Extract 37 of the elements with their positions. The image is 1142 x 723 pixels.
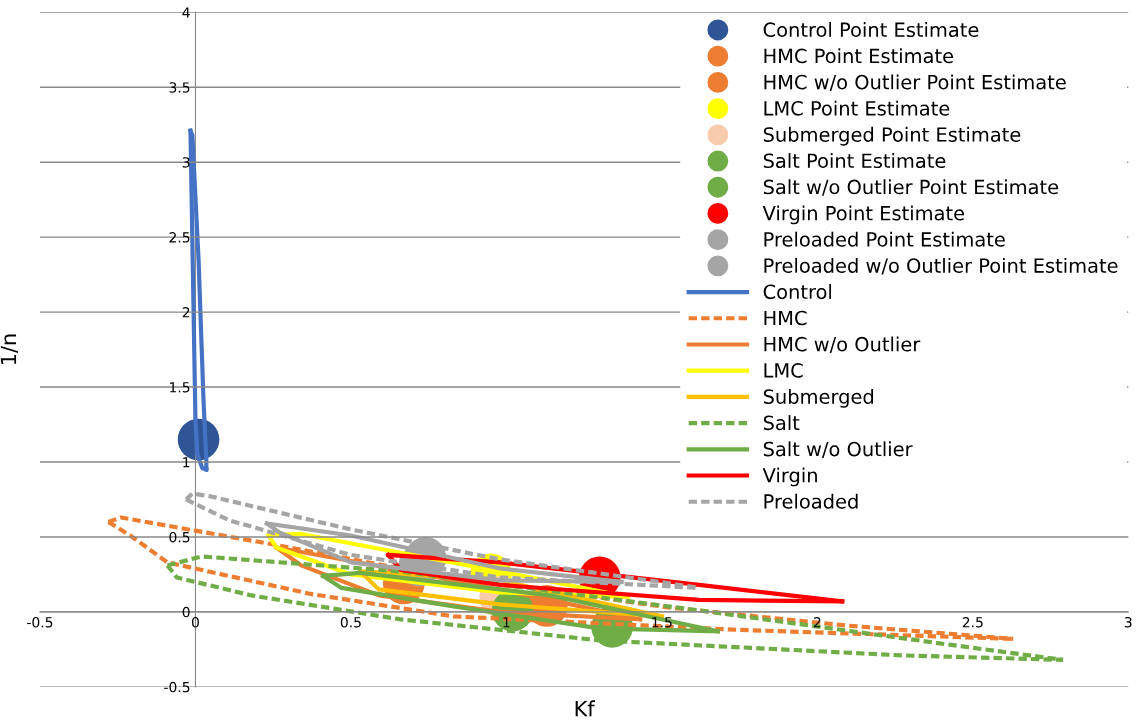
legend-label: LMC (764, 363, 803, 378)
legend-label: Preloaded (764, 493, 858, 509)
y-tick-label: 3 (182, 157, 190, 168)
legend-label: HMC (764, 310, 807, 326)
legend-label: Salt w/o Outlier (763, 441, 913, 458)
x-axis-title: Kf (575, 700, 596, 717)
legend-label: HMC w/o Outlier Point Estimate (764, 74, 1066, 92)
y-tick-label: 1.5 (170, 382, 190, 393)
y-tick-label: 0 (182, 606, 190, 618)
legend-label: HMC w/o Outlier (764, 336, 921, 354)
y-tick-label: 1 (183, 457, 190, 468)
legend-label: Salt Point Estimate (763, 153, 946, 169)
y-axis-title: 1/n (0, 334, 18, 365)
y-tick-label: 2.5 (169, 232, 190, 243)
legend-label: Submerged Point Estimate (763, 126, 1021, 146)
legend-label: HMC Point Estimate (764, 48, 954, 64)
legend-label: Control (763, 284, 832, 300)
legend-label: Control Point Estimate (763, 22, 979, 38)
legend-label: Virgin (762, 467, 817, 487)
legend-label: LMC Point Estimate (764, 100, 950, 116)
legend-label: Preloaded Point Estimate (764, 231, 1005, 247)
x-tick-label: 3 (1124, 617, 1132, 628)
y-tick-label: 3.5 (169, 82, 190, 93)
legend-label: Salt w/o Outlier Point Estimate (763, 179, 1059, 196)
y-tick-label: 4 (182, 7, 190, 18)
x-tick-label: -0.5 (27, 617, 53, 628)
y-tick-label: 0.5 (169, 531, 190, 543)
y-tick-label: -0.5 (164, 681, 190, 693)
x-tick-label: 0 (191, 617, 199, 628)
legend-label: Preloaded w/o Outlier Point Estimate (764, 257, 1118, 275)
legend-label: Salt (763, 415, 800, 431)
legend-label: Virgin Point Estimate (762, 205, 965, 225)
x-tick-label: 2.5 (962, 617, 983, 628)
x-tick-label: 1.5 (652, 617, 672, 628)
y-tick-label: 2 (182, 307, 190, 318)
legend-label: Submerged (763, 388, 874, 408)
x-tick-label: 0.5 (340, 617, 361, 628)
